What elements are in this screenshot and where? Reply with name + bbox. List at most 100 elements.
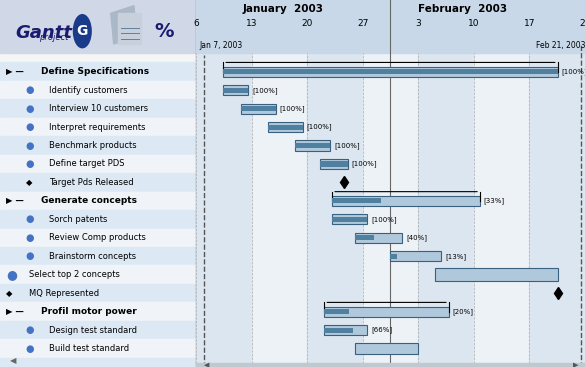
Bar	[435, 268, 558, 281]
Bar	[321, 159, 347, 169]
Bar	[0, 247, 196, 265]
Bar	[196, 53, 252, 367]
Text: ●: ●	[6, 268, 17, 281]
Bar	[324, 325, 367, 335]
Bar	[324, 306, 449, 317]
Text: 20: 20	[301, 19, 313, 29]
Text: Interview 10 customers: Interview 10 customers	[49, 104, 148, 113]
Bar	[268, 124, 303, 130]
Text: ●: ●	[26, 122, 34, 132]
Text: 27: 27	[357, 19, 369, 29]
Text: project: project	[39, 33, 68, 42]
Text: [13%]: [13%]	[445, 253, 466, 259]
Text: ●: ●	[26, 85, 34, 95]
Text: ●: ●	[26, 344, 34, 353]
Bar	[0, 302, 196, 321]
Bar	[240, 103, 276, 114]
Text: ●: ●	[26, 214, 34, 224]
Text: [40%]: [40%]	[406, 235, 427, 241]
Bar	[0, 339, 196, 358]
Text: Gantt: Gantt	[16, 24, 73, 42]
Bar	[307, 53, 363, 367]
Text: Identify customers: Identify customers	[49, 86, 128, 95]
Text: G: G	[77, 24, 88, 38]
Text: Feb 21, 2003: Feb 21, 2003	[535, 40, 585, 50]
Text: ▶ —: ▶ —	[6, 67, 24, 76]
Bar	[418, 53, 474, 367]
Bar	[321, 161, 347, 167]
Text: January  2003: January 2003	[243, 4, 324, 14]
Bar	[0, 62, 196, 81]
Bar	[0, 210, 196, 229]
Text: Design test standard: Design test standard	[49, 326, 137, 335]
Bar	[118, 13, 141, 44]
Bar	[363, 53, 418, 367]
Text: Define target PDS: Define target PDS	[49, 160, 125, 168]
Text: Benchmark products: Benchmark products	[49, 141, 137, 150]
Circle shape	[74, 15, 91, 48]
Text: ●: ●	[26, 251, 34, 261]
Bar	[240, 106, 276, 111]
Bar	[111, 6, 137, 44]
Bar	[529, 53, 585, 367]
Text: ▶ —: ▶ —	[6, 196, 24, 206]
Bar	[0, 0, 196, 53]
Text: Define Specifications: Define Specifications	[41, 67, 149, 76]
Text: Generate concepts: Generate concepts	[41, 196, 137, 206]
Bar	[356, 233, 402, 243]
Text: Review Comp products: Review Comp products	[49, 233, 146, 242]
Text: ◆: ◆	[6, 289, 12, 298]
Text: ▶ —: ▶ —	[6, 307, 24, 316]
Text: MQ Represented: MQ Represented	[29, 289, 99, 298]
Bar	[0, 265, 196, 284]
Bar	[356, 235, 374, 240]
Bar	[252, 53, 307, 367]
Text: [66%]: [66%]	[371, 327, 392, 334]
Text: ●: ●	[26, 159, 34, 169]
Text: ◆: ◆	[26, 178, 32, 187]
Text: [100%]: [100%]	[252, 87, 278, 94]
Bar	[324, 309, 349, 314]
Text: ●: ●	[26, 103, 34, 114]
Text: ●: ●	[26, 233, 34, 243]
Bar	[0, 284, 196, 302]
Text: [100%]: [100%]	[334, 142, 360, 149]
Text: [100%]: [100%]	[371, 216, 397, 223]
Bar	[0, 155, 196, 173]
Bar	[295, 141, 330, 150]
Text: [33%]: [33%]	[484, 197, 505, 204]
Bar	[268, 122, 303, 132]
Bar	[474, 53, 529, 367]
Text: ▶: ▶	[573, 362, 579, 367]
Text: [100%]: [100%]	[280, 105, 305, 112]
Bar	[196, 0, 585, 53]
Bar	[0, 173, 196, 192]
Text: Interpret requirements: Interpret requirements	[49, 123, 146, 131]
Bar	[223, 88, 249, 93]
Text: Brainstorm concepts: Brainstorm concepts	[49, 252, 136, 261]
Text: 24: 24	[579, 19, 585, 29]
Text: 13: 13	[246, 19, 257, 29]
Bar	[196, 363, 585, 367]
Text: 6: 6	[193, 19, 199, 29]
Bar	[295, 143, 330, 148]
Bar	[391, 254, 397, 259]
Text: Profil motor power: Profil motor power	[41, 307, 137, 316]
Bar	[332, 217, 367, 222]
Text: [100%]: [100%]	[352, 161, 377, 167]
Text: Sorch patents: Sorch patents	[49, 215, 108, 224]
Text: Select top 2 concepts: Select top 2 concepts	[29, 270, 121, 279]
Text: %: %	[155, 22, 174, 41]
Text: Build test standard: Build test standard	[49, 344, 129, 353]
Bar	[0, 229, 196, 247]
Text: [20%]: [20%]	[453, 308, 474, 315]
Text: Target Pds Released: Target Pds Released	[49, 178, 133, 187]
Bar	[0, 321, 196, 339]
Text: February  2003: February 2003	[418, 4, 507, 14]
Bar	[0, 358, 196, 367]
Bar	[0, 81, 196, 99]
Bar	[223, 85, 249, 95]
Bar	[0, 53, 196, 367]
Bar	[391, 251, 441, 261]
Bar	[356, 344, 418, 354]
